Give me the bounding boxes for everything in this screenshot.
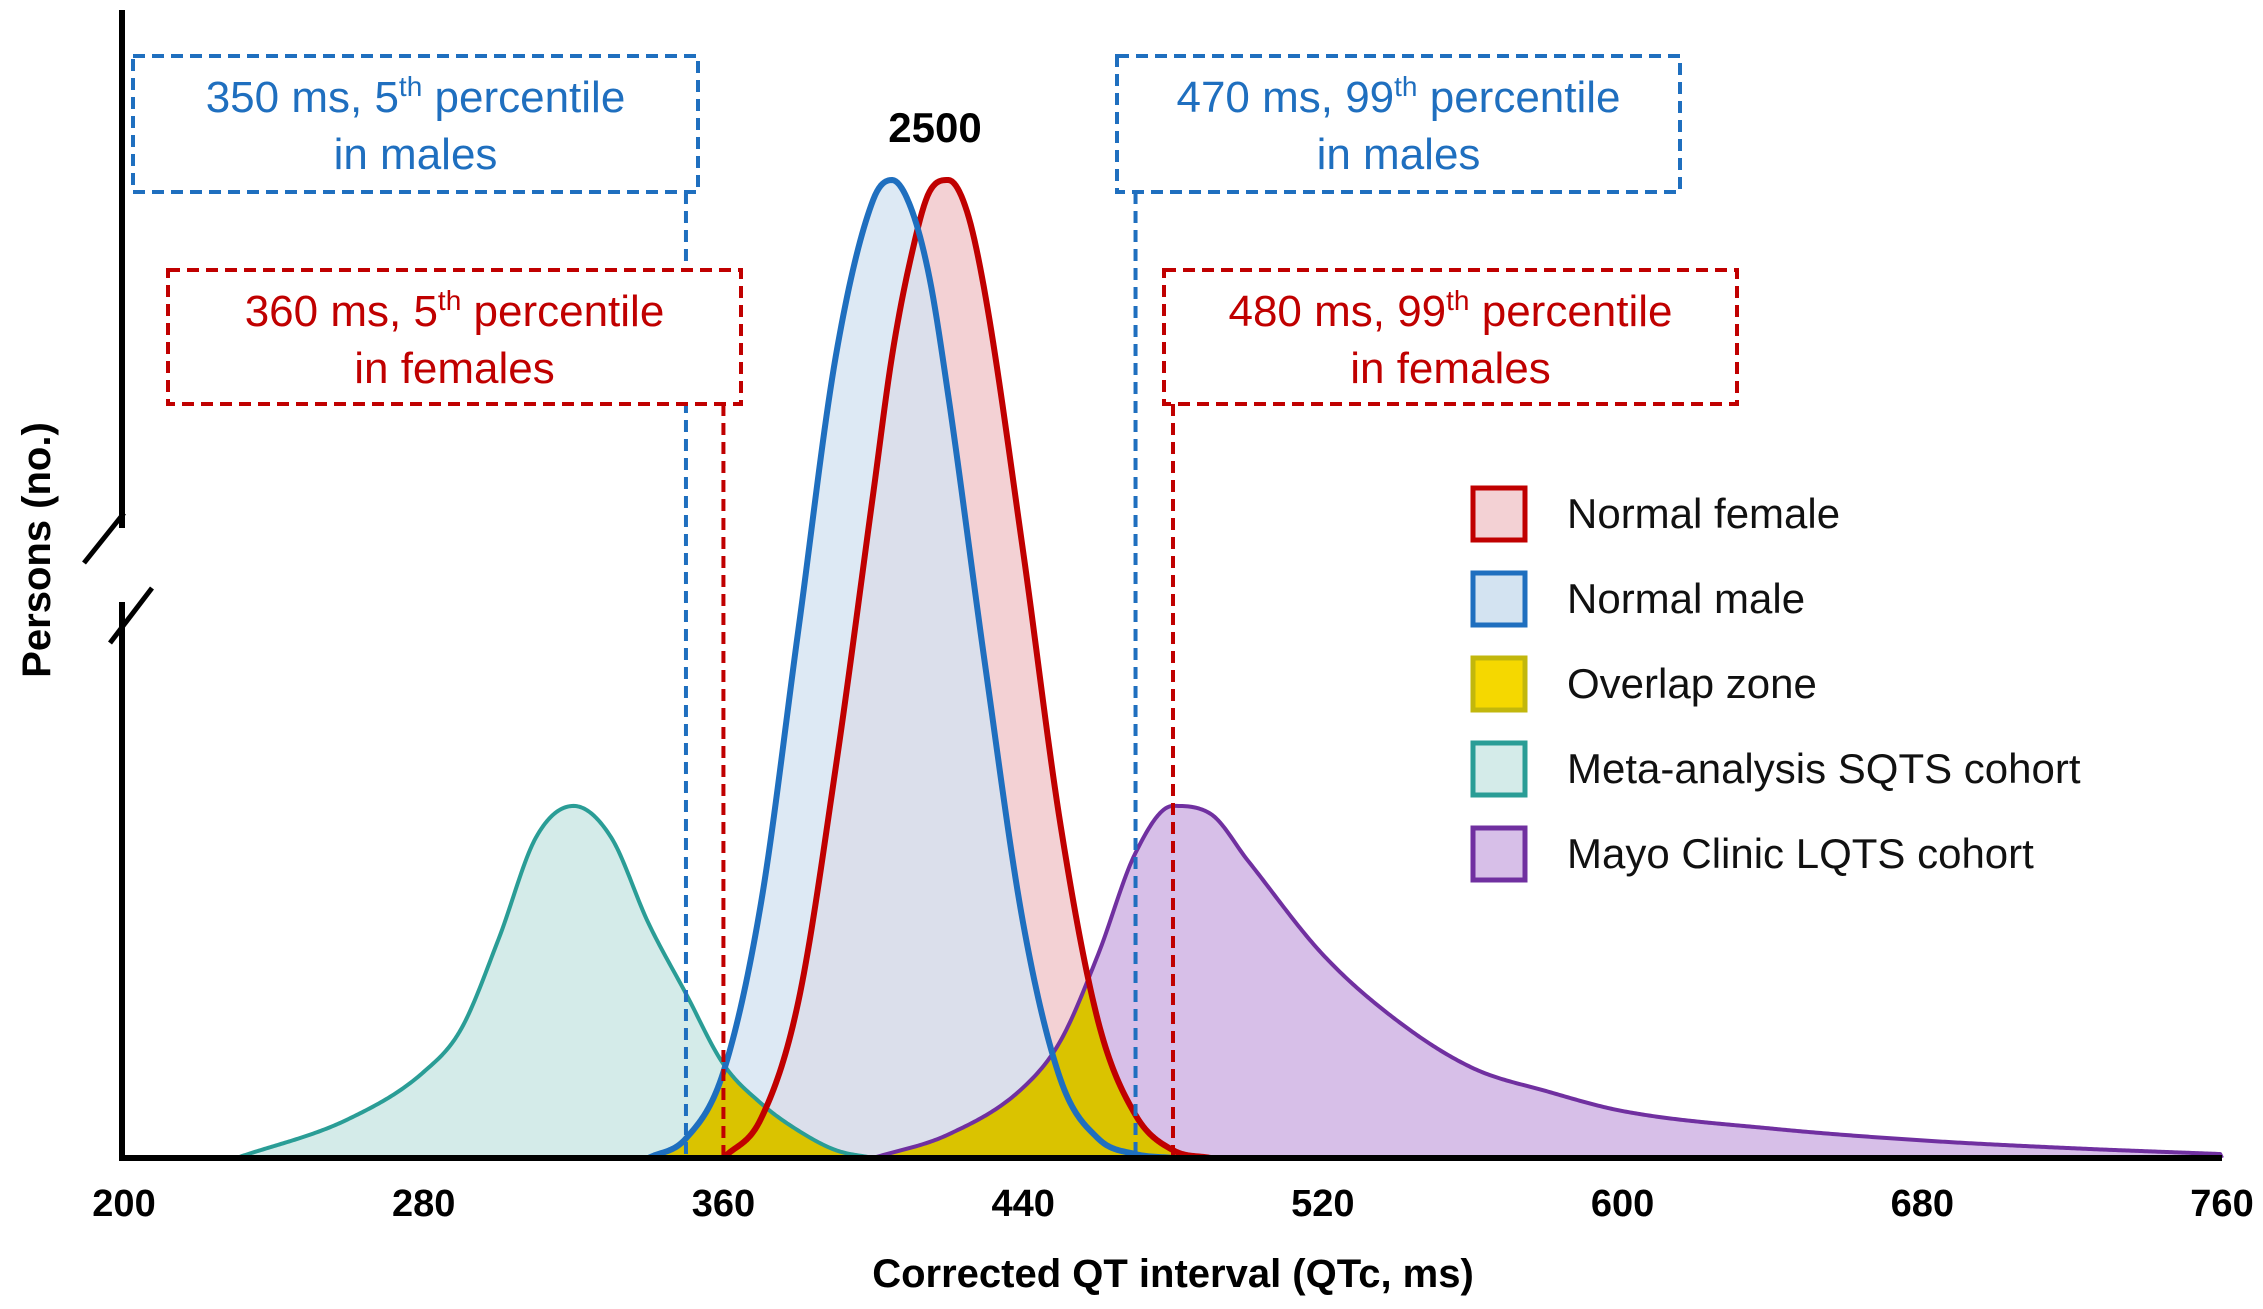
legend-label-mayo-clinic-lqts-cohort: Mayo Clinic LQTS cohort <box>1567 830 2034 877</box>
y-axis-title: Persons (no.) <box>15 422 59 678</box>
x-tick-label-600: 600 <box>1591 1183 1654 1225</box>
x-axis-ticks: 200 280 360 440 520 600 680 760 <box>92 1183 2253 1225</box>
annotation-word-470: percentile <box>1418 73 1621 122</box>
x-tick-label-360: 360 <box>692 1183 755 1225</box>
annotation-suffix-480: th <box>1446 285 1469 316</box>
legend-swatch-normal-male <box>1470 570 1528 628</box>
legend-label-meta-analysis-sqts-cohort: Meta-analysis SQTS cohort <box>1567 745 2081 792</box>
y-axis-break-mark-upper <box>82 511 126 565</box>
x-tick-label-200: 200 <box>92 1183 155 1225</box>
annotation-value-480: 480 ms, 99 <box>1228 287 1446 336</box>
normal-male-area <box>648 180 1173 1158</box>
legend: Normal female Normal male Overlap zone Meta… <box>1470 485 2081 883</box>
annotation-box-360 <box>166 268 743 406</box>
annotation-line1-350: 350 ms, 5th percentile <box>206 71 626 122</box>
mayo-clinic-lqts-cohort-line <box>872 803 2224 1160</box>
legend-label-overlap-zone: Overlap zone <box>1567 660 1817 707</box>
x-tick-label-680: 680 <box>1891 1183 1954 1225</box>
annotation-word-480: percentile <box>1470 287 1673 336</box>
meta-analysis-sqts-cohort-area <box>236 805 874 1158</box>
annotation-line1-480: 480 ms, 99th percentile <box>1228 285 1672 336</box>
legend-swatch-overlap-zone <box>1470 655 1528 713</box>
annotation-box-480 <box>1162 268 1739 406</box>
legend-label-normal-female: Normal female <box>1567 490 1840 537</box>
normal-male-line <box>647 177 1175 1161</box>
annotation-line2-350: in males <box>334 130 498 179</box>
x-tick-label-440: 440 <box>991 1183 1054 1225</box>
y-axis-break-gap <box>106 528 142 602</box>
series-outlines <box>235 177 2224 1161</box>
annotation-box-470 <box>1115 54 1682 194</box>
x-axis-title: Corrected QT interval (QTc, ms) <box>872 1252 1474 1296</box>
annotation-word-360: percentile <box>461 287 664 336</box>
annotation-value-360: 360 ms, 5 <box>245 287 438 336</box>
annotation-line2-470: in males <box>1317 130 1481 179</box>
annotation-box-350 <box>131 54 700 194</box>
annotation-line2-480: in females <box>1350 344 1551 393</box>
annotation-suffix-470: th <box>1394 71 1417 102</box>
y-axis-break-mark-lower <box>108 586 154 645</box>
annotation-value-470: 470 ms, 99 <box>1176 73 1394 122</box>
annotation-line1-470: 470 ms, 99th percentile <box>1176 71 1620 122</box>
annotation-value-350: 350 ms, 5 <box>206 73 399 122</box>
axes: 2500 Corrected QT interval (QTc, ms) Per… <box>15 10 2222 1296</box>
annotation-suffix-350: th <box>399 71 422 102</box>
x-tick-label-760: 760 <box>2190 1183 2253 1225</box>
x-tick-label-280: 280 <box>392 1183 455 1225</box>
legend-swatch-meta-analysis-sqts-cohort <box>1470 740 1528 798</box>
annotation-suffix-360: th <box>438 285 461 316</box>
x-tick-label-520: 520 <box>1291 1183 1354 1225</box>
annotation-line1-360: 360 ms, 5th percentile <box>245 285 665 336</box>
legend-label-normal-male: Normal male <box>1567 575 1805 622</box>
peak-value-label: 2500 <box>888 104 981 151</box>
legend-swatch-mayo-clinic-lqts-cohort <box>1470 825 1528 883</box>
series-fills <box>236 180 2222 1158</box>
mayo-clinic-lqts-cohort-area <box>873 805 2222 1158</box>
legend-swatch-normal-female <box>1470 485 1528 543</box>
annotation-line2-360: in females <box>354 344 555 393</box>
annotation-word-350: percentile <box>422 73 625 122</box>
normal-female-line <box>721 177 1212 1161</box>
